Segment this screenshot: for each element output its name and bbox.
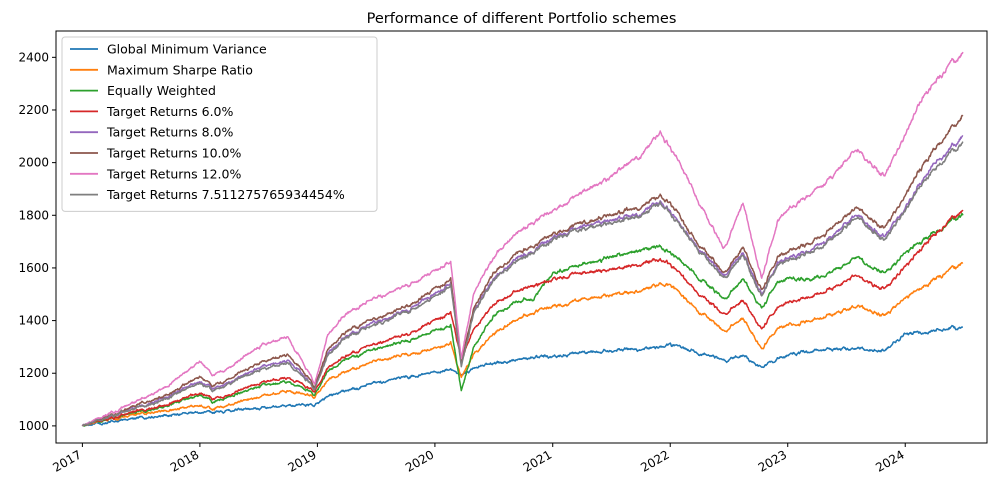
legend-label: Target Returns 6.0% <box>106 104 233 119</box>
x-axis: 2017 2018 2019 2020 2021 2022 2023 2024 <box>50 443 907 475</box>
y-tick-label: 1000 <box>18 419 49 433</box>
legend-label: Target Returns 8.0% <box>106 125 233 140</box>
series-line-8 <box>81 141 964 427</box>
x-tick-label: 2022 <box>638 447 671 474</box>
legend-label: Equally Weighted <box>107 83 216 98</box>
series-line-3 <box>82 212 964 427</box>
x-tick-label: 2021 <box>521 447 554 474</box>
y-tick-label: 2000 <box>18 156 49 170</box>
x-tick-label: 2019 <box>285 447 318 474</box>
chart-title: Performance of different Portfolio schem… <box>367 11 677 27</box>
y-tick-label: 1200 <box>18 366 49 380</box>
series-line-5 <box>81 135 964 427</box>
legend-box <box>61 36 378 212</box>
y-tick-label: 1600 <box>18 261 49 275</box>
legend-label: Maximum Sharpe Ratio <box>107 62 253 77</box>
y-tick-label: 2200 <box>18 103 49 117</box>
plot-frame <box>55 30 988 444</box>
series-line-1 <box>81 324 964 427</box>
y-axis: 1000 1200 1400 1600 1800 2000 2200 2400 <box>18 50 56 433</box>
plot-lines <box>81 51 964 427</box>
x-tick-label: 2020 <box>403 447 436 474</box>
legend: Global Minimum Variance Maximum Sharpe Ra… <box>61 36 378 212</box>
y-tick-label: 1400 <box>18 314 49 328</box>
series-line-2 <box>81 261 964 427</box>
x-tick-label: 2018 <box>168 447 201 474</box>
x-tick-label: 2024 <box>873 447 906 474</box>
legend-label: Target Returns 10.0% <box>106 146 241 161</box>
y-tick-label: 1800 <box>18 208 49 222</box>
y-tick-label: 2400 <box>18 50 49 64</box>
legend-label: Target Returns 7.511275765934454% <box>106 187 345 202</box>
series-line-4 <box>81 209 964 427</box>
legend-label: Target Returns 12.0% <box>106 166 241 181</box>
x-tick-label: 2017 <box>50 447 83 474</box>
x-tick-label: 2023 <box>756 447 789 474</box>
legend-label: Global Minimum Variance <box>107 42 267 57</box>
series-line-6 <box>82 114 964 427</box>
series-line-7 <box>81 51 964 427</box>
